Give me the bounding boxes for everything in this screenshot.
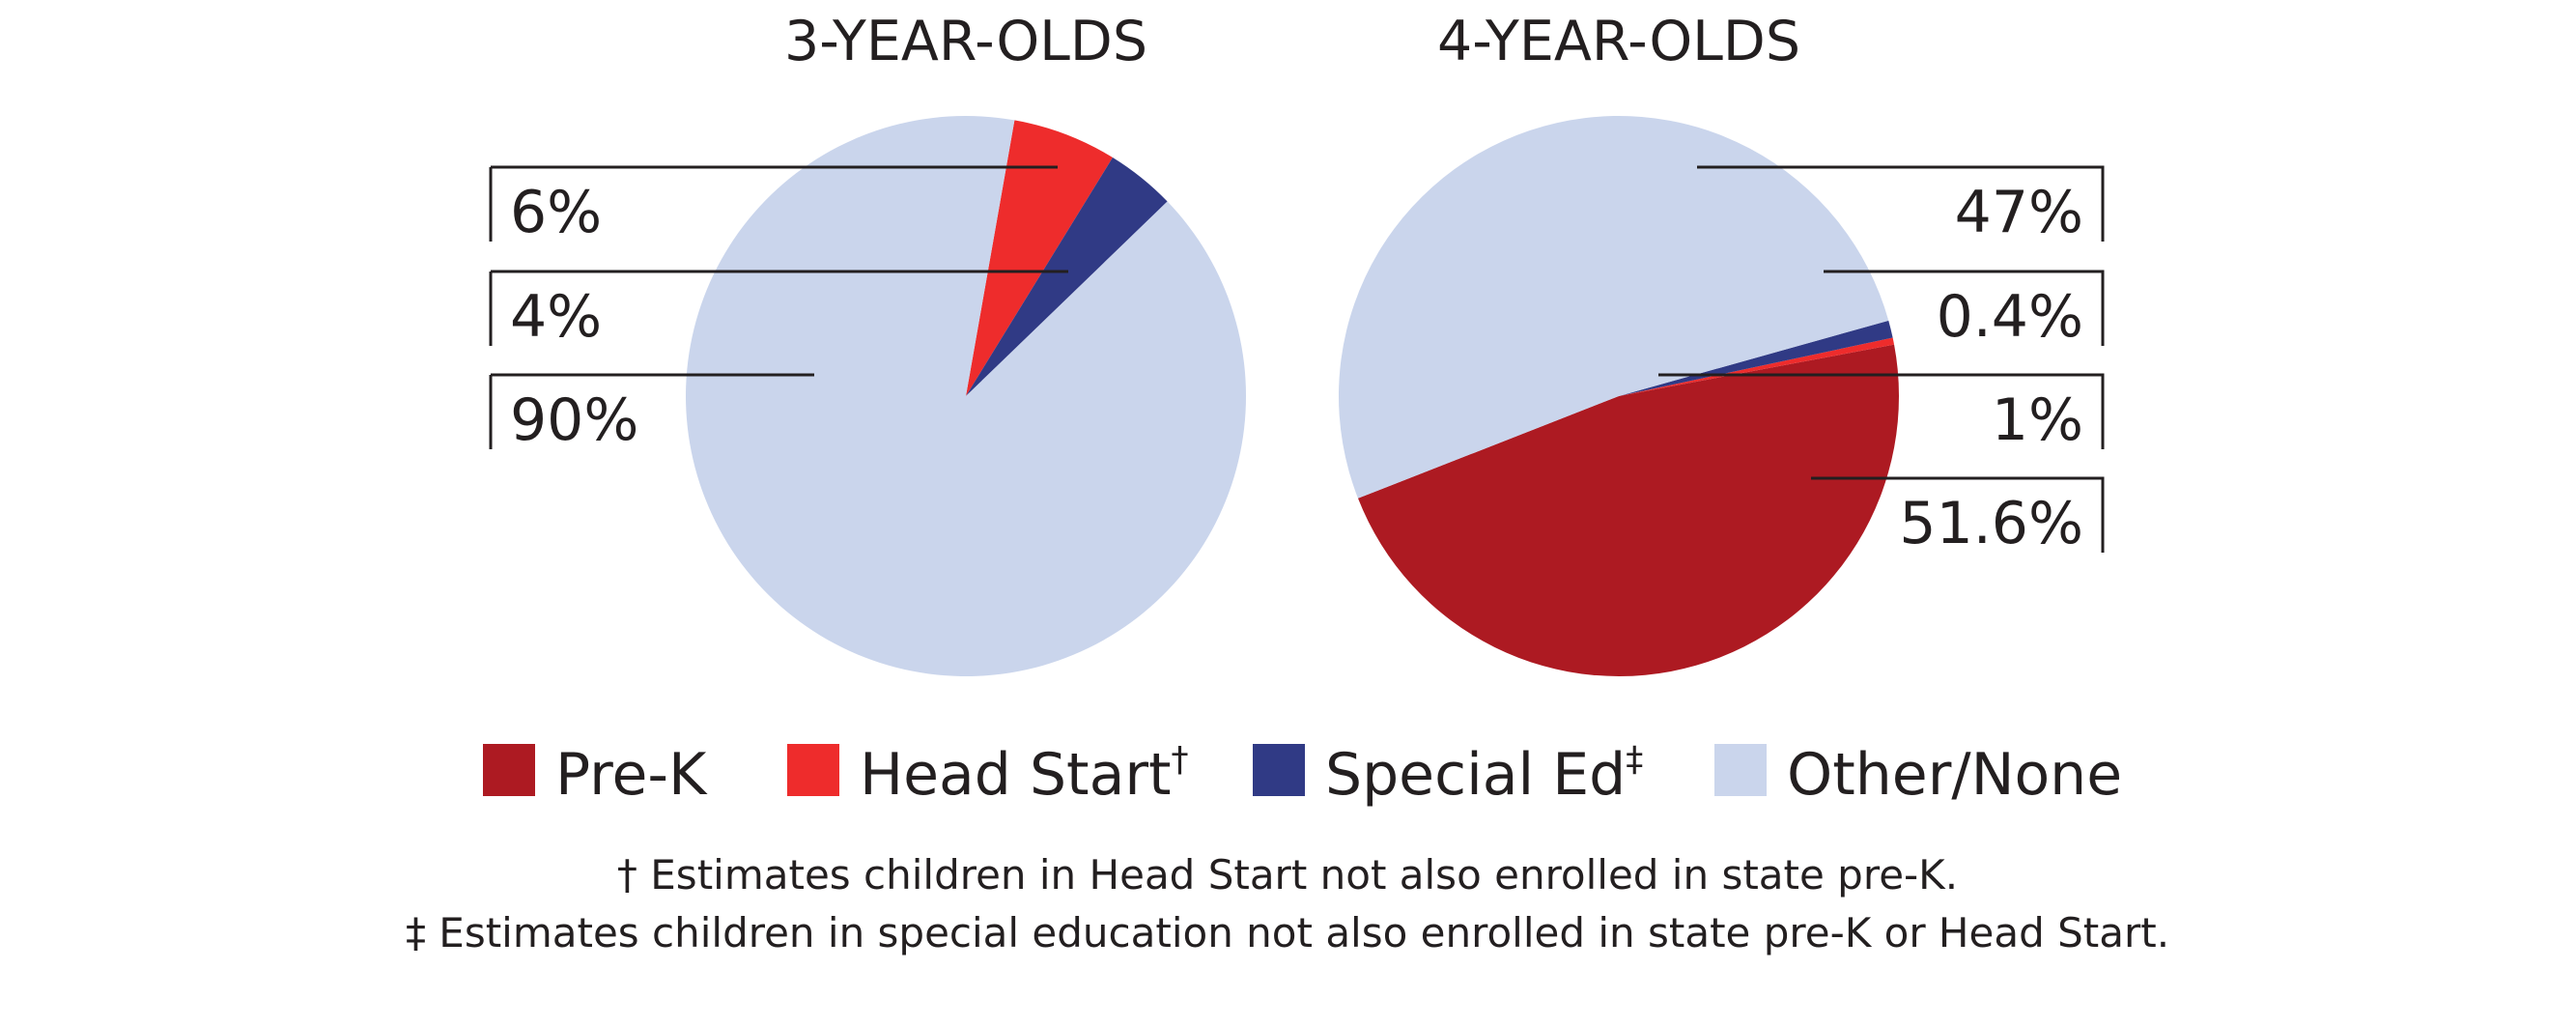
pie-slice-pre-k (1357, 344, 1900, 677)
leader-line (489, 165, 1058, 242)
slice-label-head-start: 6% (510, 179, 602, 246)
leader-line (489, 373, 814, 449)
chart-4-year-olds: 4-YEAR-OLDS 47% 0.4% 1% 51.6% (1338, 10, 2105, 677)
legend-item-other-none: Other/None (1714, 741, 2122, 809)
slice-label-other-none: 90% (510, 386, 638, 454)
leader-line (1824, 270, 2105, 346)
footnote-special-ed: ‡ Estimates children in special educatio… (406, 909, 2169, 956)
legend-item-head-start: Head Start† (787, 740, 1189, 809)
slice-label-head-start: 0.4% (1937, 283, 2083, 351)
legend-swatch (1714, 744, 1767, 796)
legend-label: Pre-K (555, 741, 708, 809)
slice-label-pre-k: 47% (1955, 179, 2083, 246)
leader-line (1811, 476, 2105, 553)
leader-line (1658, 373, 2105, 449)
legend-label: Head Start† (860, 740, 1189, 809)
pie-4-year-olds (1338, 115, 1900, 677)
slice-label-special-ed: 1% (1992, 386, 2083, 454)
pie-slice-special-ed (966, 157, 1168, 396)
pie-slice-head-start (966, 120, 1113, 396)
legend-swatch (1253, 744, 1305, 796)
slice-label-special-ed: 4% (510, 283, 602, 351)
pie-slice-head-start (1619, 337, 1895, 396)
slice-label-other-none: 51.6% (1899, 490, 2083, 557)
pie-slice-other-none (686, 116, 1247, 677)
legend: Pre-K Head Start† Special Ed‡ Other/None (483, 740, 2122, 809)
leader-line (1697, 165, 2105, 242)
legend-item-pre-k: Pre-K (483, 741, 708, 809)
legend-item-special-ed: Special Ed‡ (1253, 740, 1643, 809)
legend-swatch (787, 744, 839, 796)
chart-3-year-olds: 3-YEAR-OLDS 6% 4% 90% (489, 10, 1247, 677)
pie-slice-special-ed (1619, 320, 1893, 396)
footnotes: † Estimates children in Head Start not a… (406, 851, 2169, 956)
chart-title-3-year-olds: 3-YEAR-OLDS (784, 10, 1147, 73)
pie-3-year-olds (686, 116, 1247, 677)
footnote-head-start: † Estimates children in Head Start not a… (617, 851, 1958, 899)
leaders-3-year-olds (489, 165, 1068, 449)
legend-label: Other/None (1787, 741, 2122, 809)
leader-line (489, 270, 1068, 346)
legend-swatch (483, 744, 535, 796)
leaders-4-year-olds (1658, 165, 2105, 553)
legend-label: Special Ed‡ (1325, 740, 1643, 809)
pie-slice-other-none (1338, 115, 1889, 499)
chart-title-4-year-olds: 4-YEAR-OLDS (1437, 10, 1800, 73)
